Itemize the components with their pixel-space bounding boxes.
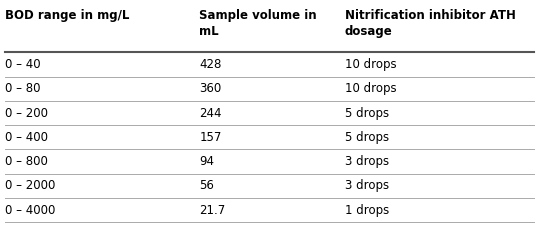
Text: 10 drops: 10 drops [345,82,397,95]
Text: 0 – 800: 0 – 800 [5,155,49,168]
Text: 5 drops: 5 drops [345,131,389,144]
Text: BOD range in mg/L: BOD range in mg/L [5,9,130,22]
Text: 3 drops: 3 drops [345,180,389,192]
Text: Sample volume in
mL: Sample volume in mL [199,9,317,38]
Text: Nitrification inhibitor ATH
dosage: Nitrification inhibitor ATH dosage [345,9,516,38]
Text: 360: 360 [199,82,222,95]
Text: 0 – 200: 0 – 200 [5,106,49,119]
Text: 0 – 40: 0 – 40 [5,58,41,71]
Text: 56: 56 [199,180,215,192]
Text: 1 drops: 1 drops [345,204,389,217]
Text: 5 drops: 5 drops [345,106,389,119]
Text: 157: 157 [199,131,222,144]
Text: 244: 244 [199,106,222,119]
Text: 0 – 4000: 0 – 4000 [5,204,56,217]
Text: 10 drops: 10 drops [345,58,397,71]
Text: 0 – 400: 0 – 400 [5,131,49,144]
Text: 3 drops: 3 drops [345,155,389,168]
Text: 0 – 80: 0 – 80 [5,82,41,95]
Text: 0 – 2000: 0 – 2000 [5,180,56,192]
Text: 21.7: 21.7 [199,204,226,217]
Text: 94: 94 [199,155,215,168]
Text: 428: 428 [199,58,222,71]
